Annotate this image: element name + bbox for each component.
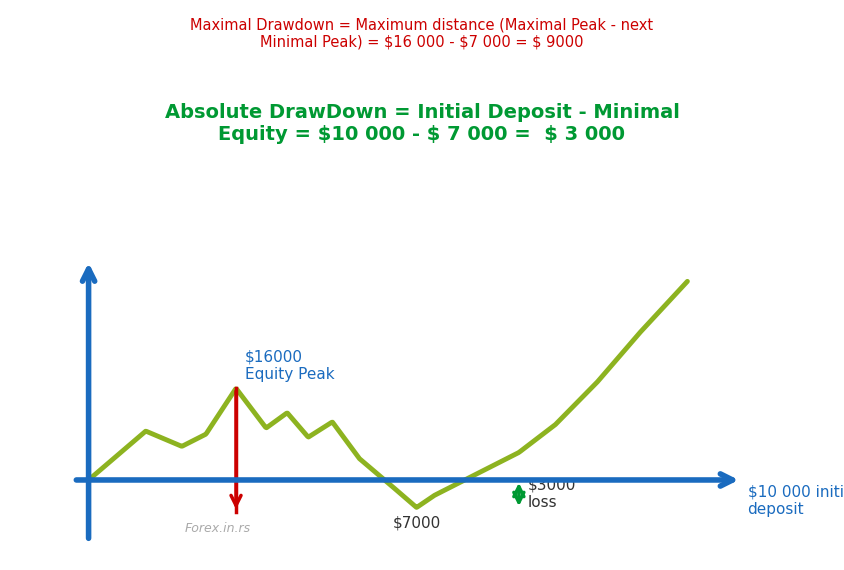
Text: Maximal Drawdown = Maximum distance (Maximal Peak - next
Minimal Peak) = $16 000: Maximal Drawdown = Maximum distance (Max… (191, 17, 653, 50)
Text: $3000
loss: $3000 loss (528, 478, 576, 510)
Text: $7000: $7000 (392, 515, 441, 530)
Text: $10 000 initial
deposit: $10 000 initial deposit (748, 484, 844, 517)
Text: Absolute DrawDown = Initial Deposit - Minimal
Equity = $10 000 - $ 7 000 =  $ 3 : Absolute DrawDown = Initial Deposit - Mi… (165, 103, 679, 144)
Text: Forex.in.rs: Forex.in.rs (185, 522, 251, 535)
Text: $16000
Equity Peak: $16000 Equity Peak (245, 350, 335, 382)
